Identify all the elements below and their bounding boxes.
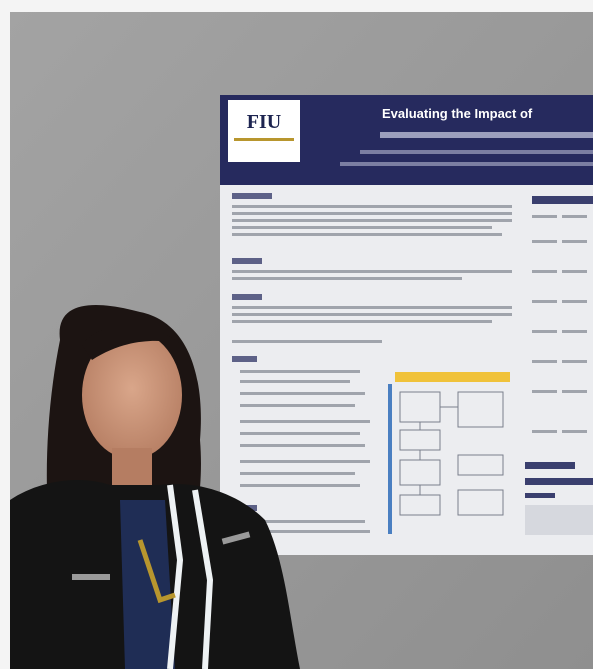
results-table [525, 196, 593, 535]
pin [221, 531, 251, 545]
face [82, 331, 182, 459]
shirt [120, 500, 175, 669]
person [10, 305, 300, 669]
hair-fringe [82, 325, 182, 360]
neck [112, 448, 152, 488]
logo-rule [234, 138, 294, 141]
logo-box [228, 100, 300, 162]
logo-text: FIU [247, 111, 281, 133]
poster-title: Evaluating the Impact of [382, 106, 533, 121]
poster: FIU Evaluating the Impact of [220, 95, 593, 555]
pocket-trim [72, 574, 110, 580]
affiliation-line [340, 162, 593, 166]
flow-diagram [388, 372, 510, 534]
title-line [380, 132, 593, 138]
scarf [137, 539, 176, 604]
lanyard [167, 484, 214, 669]
poster-body-text [232, 193, 512, 533]
author-line [360, 150, 593, 154]
